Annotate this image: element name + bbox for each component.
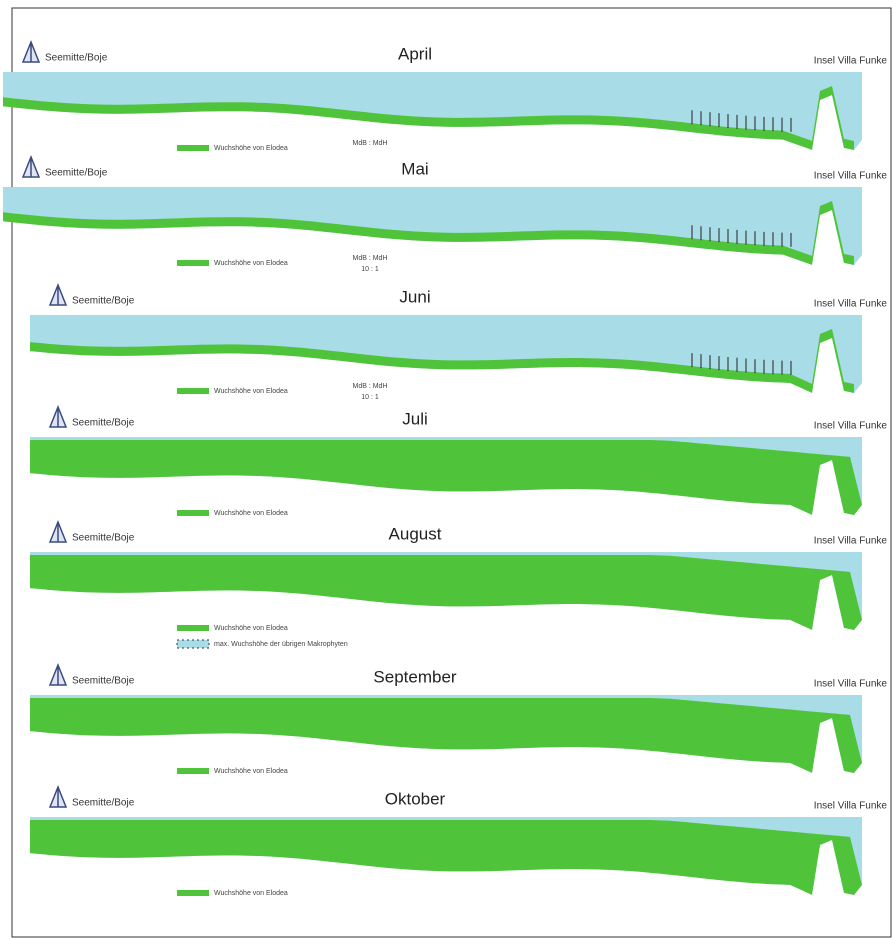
month-title: September xyxy=(373,667,456,686)
month-title: Mai xyxy=(401,159,428,178)
scale-text: 10 : 1 xyxy=(361,394,379,401)
elodea-area xyxy=(30,698,862,773)
legend-swatch xyxy=(177,145,209,151)
left-label: Seemitte/Boje xyxy=(45,168,108,179)
legend-text: Wuchshöhe von Elodea xyxy=(214,625,288,632)
month-title: Juni xyxy=(399,287,430,306)
legend-swatch xyxy=(177,890,209,896)
scale-text: 10 : 1 xyxy=(361,266,379,273)
month-title: April xyxy=(398,44,432,63)
legend-swatch xyxy=(177,510,209,516)
buoy-icon xyxy=(50,285,66,305)
legend-swatch xyxy=(177,625,209,631)
right-label: Insel Villa Funke xyxy=(814,679,888,690)
legend-swatch xyxy=(177,640,209,648)
right-label: Insel Villa Funke xyxy=(814,56,888,67)
buoy-icon xyxy=(50,665,66,685)
right-label: Insel Villa Funke xyxy=(814,299,888,310)
left-label: Seemitte/Boje xyxy=(72,676,135,687)
elodea-area xyxy=(30,820,862,895)
left-label: Seemitte/Boje xyxy=(72,296,135,307)
legend-text: Wuchshöhe von Elodea xyxy=(214,145,288,152)
left-label: Seemitte/Boje xyxy=(45,53,108,64)
month-title: Oktober xyxy=(385,789,446,808)
legend-text: Wuchshöhe von Elodea xyxy=(214,388,288,395)
left-label: Seemitte/Boje xyxy=(72,533,135,544)
legend-text: Wuchshöhe von Elodea xyxy=(214,510,288,517)
left-label: Seemitte/Boje xyxy=(72,418,135,429)
buoy-icon xyxy=(23,157,39,177)
month-title: August xyxy=(389,524,442,543)
left-label: Seemitte/Boje xyxy=(72,798,135,809)
legend-text: max. Wuchshöhe der übrigen Makrophyten xyxy=(214,641,348,648)
right-label: Insel Villa Funke xyxy=(814,421,888,432)
elodea-area xyxy=(30,555,862,630)
right-label: Insel Villa Funke xyxy=(814,536,888,547)
scale-text: MdB : MdH xyxy=(352,255,387,262)
legend-swatch xyxy=(177,388,209,394)
legend-swatch xyxy=(177,260,209,266)
scale-text: MdB : MdH xyxy=(352,383,387,390)
legend-text: Wuchshöhe von Elodea xyxy=(214,890,288,897)
legend-text: Wuchshöhe von Elodea xyxy=(214,768,288,775)
buoy-icon xyxy=(50,407,66,427)
right-label: Insel Villa Funke xyxy=(814,171,888,182)
month-title: Juli xyxy=(402,409,428,428)
buoy-icon xyxy=(23,42,39,62)
legend-text: Wuchshöhe von Elodea xyxy=(214,260,288,267)
right-label: Insel Villa Funke xyxy=(814,801,888,812)
buoy-icon xyxy=(50,522,66,542)
buoy-icon xyxy=(50,787,66,807)
diagram: Seemitte/Boje Insel Villa Funke April Wuchs… xyxy=(0,0,892,938)
scale-text: MdB : MdH xyxy=(352,140,387,147)
elodea-area xyxy=(30,440,862,515)
legend-swatch xyxy=(177,768,209,774)
